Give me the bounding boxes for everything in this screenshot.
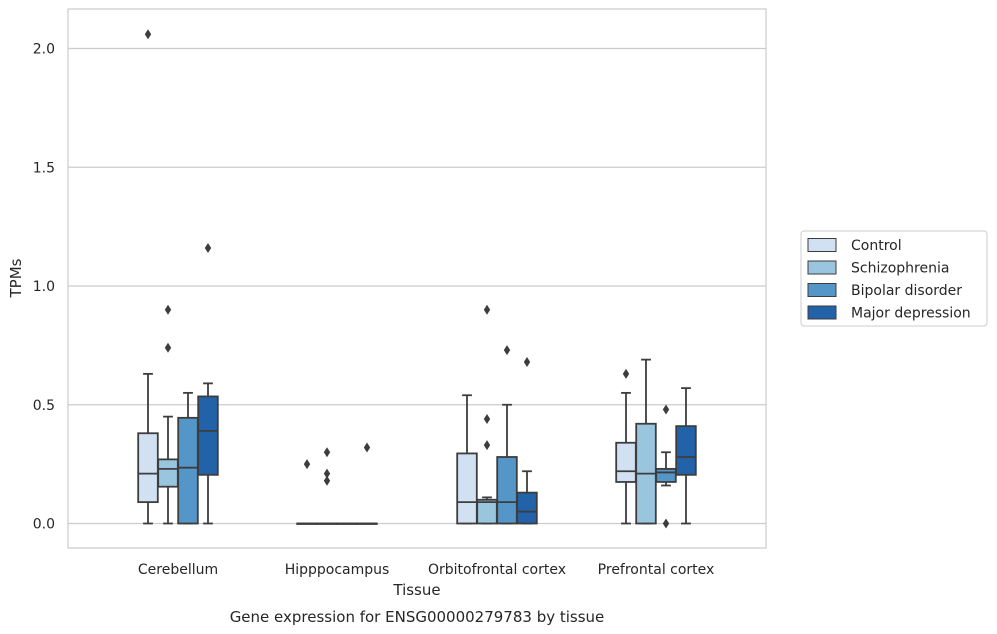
legend-swatch [807, 283, 837, 297]
boxes [137, 29, 697, 529]
legend-swatch [807, 260, 837, 275]
box-3-1 [635, 358, 657, 525]
outlier-point [144, 29, 152, 40]
legend-swatch [807, 305, 837, 320]
box-1-3 [356, 442, 378, 525]
box-0-3 [197, 243, 219, 525]
outlier-point [303, 459, 311, 470]
box-2-3 [516, 357, 538, 525]
legend-label: Control [851, 238, 902, 254]
outlier-point [164, 304, 172, 315]
box-1-1 [316, 447, 338, 525]
box-body [177, 416, 199, 525]
legend-label: Schizophrenia [851, 261, 949, 277]
outlier-point [483, 440, 491, 451]
box-body [675, 425, 697, 476]
legend: Control Schizophrenia Bipolar disorder Majo… [800, 230, 988, 327]
box-3-3 [675, 387, 697, 525]
outlier-point [483, 414, 491, 424]
outlier-point [662, 518, 670, 529]
box-2-2 [496, 345, 518, 525]
box-2-1 [476, 304, 498, 525]
outlier-point [204, 243, 212, 253]
chart-caption: Gene expression for ENSG00000279783 by t… [230, 608, 605, 626]
outlier-point [323, 447, 331, 458]
outlier-point [363, 442, 371, 453]
y-tick-label: 0.5 [33, 398, 55, 414]
box-0-0 [137, 29, 159, 525]
box-body [655, 467, 677, 483]
box-0-1 [157, 304, 179, 525]
outlier-point [523, 357, 531, 367]
box-1-0 [296, 459, 318, 525]
legend-frame [800, 230, 988, 327]
x-axis-title: Tissue [392, 581, 440, 599]
box-0-2 [177, 391, 199, 525]
outlier-point [503, 345, 511, 356]
y-tick-label: 1.0 [33, 279, 55, 295]
box-body [496, 456, 518, 525]
legend-label: Major depression [851, 306, 971, 322]
outlier-point [622, 368, 630, 379]
x-tick-label: Hipppocampus [285, 562, 390, 578]
x-tick-label: Prefrontal cortex [598, 562, 715, 578]
x-tick-label: Cerebellum [138, 562, 218, 578]
box-3-0 [615, 368, 637, 525]
x-tick-label: Orbitofrontal cortex [428, 562, 566, 578]
y-axis-ticks: 0.0 0.5 1.0 1.5 2.0 [33, 42, 55, 533]
x-axis-ticks: Cerebellum Hipppocampus Orbitofrontal cort… [138, 562, 714, 578]
y-tick-label: 1.5 [33, 160, 55, 176]
outlier-point [323, 468, 331, 479]
box-body [516, 491, 538, 525]
box-body [456, 452, 478, 525]
box-2-0 [456, 394, 478, 525]
box-body [157, 458, 179, 488]
y-tick-label: 0.0 [33, 517, 55, 533]
y-axis-title: TPMs [7, 258, 25, 298]
box-body [197, 395, 219, 476]
outlier-point [483, 304, 491, 315]
box-body [137, 432, 159, 504]
legend-label: Bipolar disorder [851, 283, 962, 299]
outlier-point [662, 404, 670, 415]
legend-swatch [807, 238, 837, 252]
box-1-2 [336, 522, 358, 525]
box-body [615, 441, 637, 483]
outlier-point [323, 475, 331, 486]
outlier-point [164, 342, 172, 353]
box-body [476, 498, 498, 525]
plot-area-frame [67, 8, 767, 549]
y-tick-label: 2.0 [33, 42, 55, 58]
box-3-2 [655, 404, 677, 529]
